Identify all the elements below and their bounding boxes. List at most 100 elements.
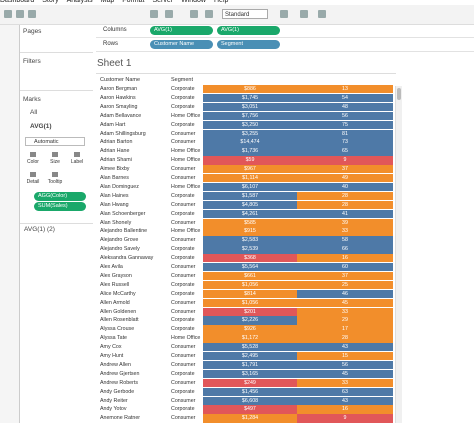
scrollbar[interactable]	[395, 86, 402, 423]
table-row: Allen Armold Consumer $1,056 45	[96, 298, 394, 308]
sales-cell: $585	[203, 218, 297, 227]
count-cell: 73	[297, 138, 393, 147]
customer-name: Alan Dominguez	[100, 183, 139, 190]
marks-pill[interactable]: SUM(Sales)	[34, 202, 86, 211]
count-cell: 9	[297, 156, 393, 165]
shelf-pill[interactable]: AVG(1)	[150, 26, 213, 35]
marks-button[interactable]: Label	[68, 151, 86, 165]
segment: Corporate	[171, 281, 195, 288]
shelf-pill[interactable]: Customer Name	[150, 40, 213, 49]
toolbar-icon[interactable]	[318, 10, 326, 18]
segment: Corporate	[171, 370, 195, 377]
menu-item[interactable]: Window	[181, 0, 206, 4]
customer-name: Andy Gerbode	[100, 388, 135, 395]
toolbar-icon[interactable]	[205, 10, 213, 18]
marks-button[interactable]: Detail	[24, 171, 42, 185]
table-row: Alan Haines Corporate $1,587 28	[96, 191, 394, 201]
segment: Corporate	[171, 326, 195, 333]
count-cell: 60	[297, 263, 393, 272]
marks-tab[interactable]: AVG(1)	[30, 123, 52, 130]
marks-all[interactable]: All	[30, 109, 38, 116]
sales-cell: $661	[203, 271, 297, 281]
customer-name: Adrian Hane	[100, 148, 130, 155]
marks-button[interactable]: Color	[24, 151, 42, 165]
marks-pill[interactable]: AGG(Color)	[34, 192, 86, 201]
rows-shelf: Rows Customer Name Segment	[96, 39, 474, 52]
customer-name: Alejandro Savely	[100, 246, 140, 253]
sales-cell: $1,114	[203, 174, 297, 183]
count-cell: 33	[297, 227, 393, 236]
sales-cell: $59	[203, 156, 297, 165]
segment: Home Office	[171, 112, 201, 119]
customer-name: Alice McCarthy	[100, 290, 136, 297]
table-row: Andrew Gjertsen Corporate $3,165 45	[96, 369, 394, 379]
sales-cell: $3,255	[203, 129, 297, 138]
count-cell: 28	[297, 200, 393, 210]
customer-name: Adam Hart	[100, 121, 126, 128]
count-cell: 58	[297, 236, 393, 245]
count-cell: 63	[297, 387, 393, 396]
shelf-pill[interactable]: Segment	[217, 40, 280, 49]
table-row: Amy Hunt Consumer $2,495 15	[96, 352, 394, 361]
customer-name: Alan Haines	[100, 192, 129, 199]
segment: Consumer	[171, 353, 196, 359]
table-row: Adam Shillingsburg Consumer $3,255 81	[96, 129, 394, 139]
menu-item[interactable]: Story	[42, 0, 59, 4]
card-title: Filters	[23, 58, 41, 65]
count-cell: 9	[297, 414, 393, 423]
toolbar-icon[interactable]	[190, 10, 198, 18]
sales-cell: $1,456	[203, 387, 297, 396]
segment: Corporate	[171, 406, 195, 413]
toolbar-icon[interactable]	[4, 10, 12, 18]
toolbar-icon[interactable]	[28, 10, 36, 18]
toolbar-icon[interactable]	[165, 10, 173, 18]
menu-item[interactable]: Map	[100, 0, 115, 4]
sales-cell: $14,474	[203, 138, 297, 147]
toolbar-icon[interactable]	[16, 10, 24, 18]
count-cell: 13	[297, 85, 393, 94]
menu-item[interactable]: Format	[122, 0, 145, 4]
marks-tab[interactable]: AVG(1) (2)	[24, 226, 55, 233]
toolbar-icon[interactable]	[280, 10, 288, 18]
menu-item[interactable]: Analysis	[66, 0, 93, 4]
customer-name: Aaron Hawkins	[100, 94, 136, 101]
sales-cell: $3,250	[203, 120, 297, 129]
sales-cell: $814	[203, 289, 297, 299]
sales-cell: $967	[203, 165, 297, 174]
sales-cell: $1,791	[203, 360, 297, 370]
customer-name: Andy Yotov	[100, 406, 127, 413]
menu-item[interactable]: Server	[152, 0, 174, 4]
mark-size-dropdown[interactable]: Standard	[222, 9, 268, 19]
segment: Consumer	[171, 299, 196, 306]
marks-button[interactable]: Size	[46, 151, 64, 165]
menu-item[interactable]: Dashboard	[0, 0, 35, 4]
marks-button[interactable]: Tooltip	[46, 171, 64, 185]
sales-cell: $4,261	[203, 209, 297, 218]
toolbar-icon[interactable]	[150, 10, 158, 18]
menu-item[interactable]: Help	[214, 0, 229, 4]
sales-cell: $201	[203, 307, 297, 316]
toolbar-icon[interactable]	[300, 10, 308, 18]
segment: Corporate	[171, 255, 195, 262]
sales-cell: $368	[203, 254, 297, 263]
table-row: Aleksandra Gannaway Corporate $368 16	[96, 254, 394, 263]
customer-name: Andrew Allen	[100, 361, 131, 368]
customer-name: Aimee Bixby	[100, 166, 130, 173]
table-row: Andrew Roberts Consumer $249 33	[96, 378, 394, 388]
shelf-pill[interactable]: AVG(1)	[217, 26, 280, 35]
segment: Consumer	[171, 201, 196, 208]
count-cell: 40	[297, 182, 393, 192]
count-cell: 43	[297, 396, 393, 405]
customer-name: Alan Hwang	[100, 201, 129, 208]
table-row: Amy Cox Consumer $5,528 43	[96, 343, 394, 352]
shelf-label: Columns	[103, 27, 127, 33]
customer-name: Adrian Shami	[100, 157, 132, 164]
count-cell: 49	[297, 174, 393, 183]
table-row: Anemone Ratner Consumer $1,284 9	[96, 414, 394, 423]
segment: Consumer	[171, 237, 196, 244]
count-cell: 45	[297, 298, 393, 307]
mark-type-dropdown[interactable]: Automatic	[25, 137, 85, 146]
card-title: Marks	[23, 96, 41, 103]
count-cell: 17	[297, 325, 393, 334]
table-row: Alan Schoenberger Corporate $4,261 41	[96, 209, 394, 219]
